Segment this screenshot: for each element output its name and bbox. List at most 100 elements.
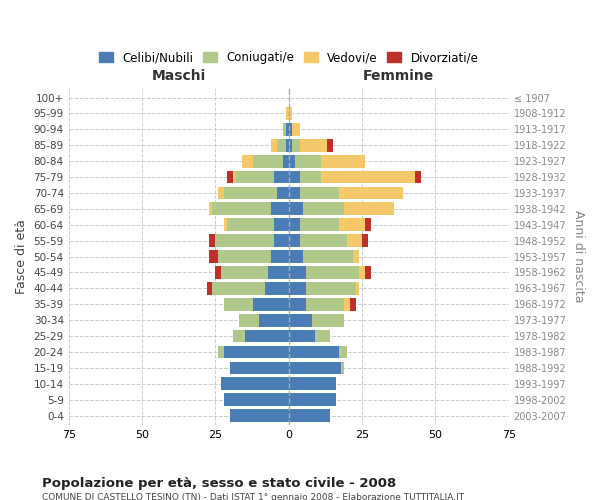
Bar — [253, 155, 283, 168]
Bar — [365, 218, 371, 231]
Bar — [338, 346, 347, 358]
Bar — [233, 170, 236, 183]
Bar — [321, 155, 365, 168]
Bar — [227, 218, 274, 231]
Bar — [289, 346, 338, 358]
Bar — [289, 170, 301, 183]
Bar — [242, 155, 253, 168]
Bar — [356, 282, 359, 294]
Bar — [286, 123, 289, 136]
Bar — [289, 362, 341, 374]
Bar — [209, 202, 212, 215]
Bar — [289, 330, 315, 342]
Bar — [292, 139, 301, 151]
Bar — [289, 186, 301, 200]
Bar — [221, 266, 268, 279]
Bar — [304, 202, 344, 215]
Bar — [215, 266, 221, 279]
Bar — [236, 170, 274, 183]
Bar — [289, 107, 292, 120]
Bar — [353, 250, 359, 263]
Bar — [289, 218, 301, 231]
Bar — [224, 346, 289, 358]
Text: Maschi: Maschi — [152, 69, 206, 83]
Bar — [209, 234, 215, 247]
Y-axis label: Anni di nascita: Anni di nascita — [572, 210, 585, 303]
Bar — [259, 314, 289, 326]
Bar — [253, 298, 289, 310]
Bar — [286, 107, 289, 120]
Bar — [289, 234, 301, 247]
Bar — [301, 139, 327, 151]
Bar — [277, 186, 289, 200]
Bar — [245, 330, 289, 342]
Text: Popolazione per età, sesso e stato civile - 2008: Popolazione per età, sesso e stato civil… — [42, 478, 396, 490]
Bar — [315, 330, 330, 342]
Bar — [306, 266, 359, 279]
Bar — [327, 139, 332, 151]
Bar — [271, 250, 289, 263]
Bar — [209, 250, 218, 263]
Bar — [218, 346, 224, 358]
Bar — [344, 298, 350, 310]
Bar — [350, 298, 356, 310]
Bar — [224, 298, 253, 310]
Bar — [218, 186, 224, 200]
Bar — [224, 186, 277, 200]
Bar — [289, 409, 330, 422]
Bar — [289, 298, 306, 310]
Bar — [283, 155, 289, 168]
Bar — [239, 314, 259, 326]
Bar — [304, 250, 353, 263]
Bar — [289, 266, 306, 279]
Bar — [347, 234, 362, 247]
Bar — [306, 282, 356, 294]
Bar — [289, 282, 306, 294]
Legend: Celibi/Nubili, Coniugati/e, Vedovi/e, Divorziati/e: Celibi/Nubili, Coniugati/e, Vedovi/e, Di… — [94, 46, 484, 69]
Bar — [301, 170, 321, 183]
Bar — [271, 139, 277, 151]
Bar — [289, 139, 292, 151]
Bar — [274, 234, 289, 247]
Bar — [341, 362, 344, 374]
Bar — [344, 202, 394, 215]
Bar — [224, 218, 227, 231]
Bar — [289, 314, 312, 326]
Bar — [221, 378, 289, 390]
Text: Femmine: Femmine — [363, 69, 434, 83]
Bar — [227, 170, 233, 183]
Bar — [215, 234, 274, 247]
Bar — [274, 218, 289, 231]
Bar — [289, 155, 295, 168]
Bar — [230, 362, 289, 374]
Bar — [289, 394, 335, 406]
Bar — [301, 234, 347, 247]
Bar — [415, 170, 421, 183]
Bar — [289, 250, 304, 263]
Bar — [289, 202, 304, 215]
Bar — [338, 218, 365, 231]
Bar — [312, 314, 344, 326]
Bar — [230, 409, 289, 422]
Bar — [218, 250, 271, 263]
Bar — [321, 170, 415, 183]
Bar — [338, 186, 403, 200]
Bar — [268, 266, 289, 279]
Bar — [295, 155, 321, 168]
Bar — [292, 123, 301, 136]
Bar — [289, 378, 335, 390]
Bar — [306, 298, 344, 310]
Bar — [365, 266, 371, 279]
Bar — [301, 218, 338, 231]
Bar — [233, 330, 245, 342]
Bar — [206, 282, 212, 294]
Bar — [301, 186, 338, 200]
Bar — [212, 282, 265, 294]
Bar — [224, 394, 289, 406]
Bar — [277, 139, 286, 151]
Bar — [289, 123, 292, 136]
Bar — [359, 266, 365, 279]
Bar — [362, 234, 368, 247]
Bar — [286, 139, 289, 151]
Bar — [274, 170, 289, 183]
